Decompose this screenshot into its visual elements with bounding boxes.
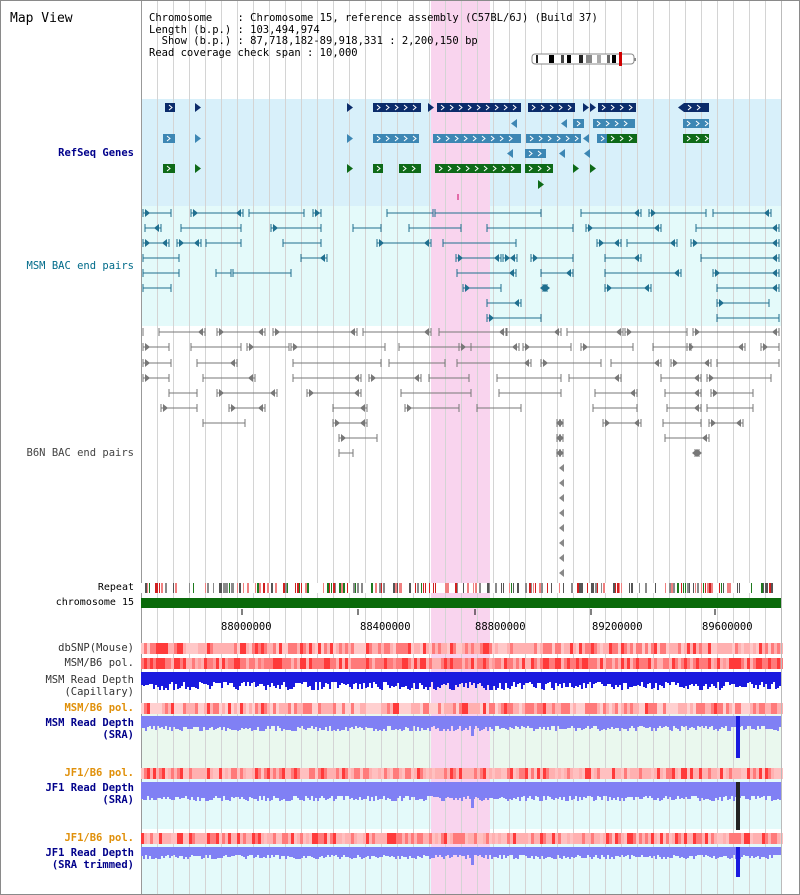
- msm-bac-row[interactable]: [142, 209, 772, 217]
- axis-tick-label: 88400000: [360, 621, 411, 633]
- track-label-jf1-depth-sra-1[interactable]: JF1 Read Depth: [45, 782, 134, 794]
- info-chromosome: Chromosome : Chromosome 15, reference as…: [149, 12, 598, 24]
- info-coverage-span: Read coverage check span : 10,000: [149, 46, 358, 59]
- track-label-jf1-depth-trim-1[interactable]: JF1 Read Depth: [45, 847, 134, 859]
- gene-row[interactable]: [538, 180, 544, 189]
- axis-tick-label: 88000000: [221, 621, 272, 633]
- chromosome-bar: [141, 598, 781, 608]
- track-label-msm-bac[interactable]: MSM BAC end pairs: [26, 260, 134, 272]
- track-label-jf1-depth-sra-2[interactable]: (SRA): [102, 794, 134, 806]
- chromosome-ideogram[interactable]: [531, 52, 636, 66]
- b6n-bac-row[interactable]: [160, 404, 754, 412]
- track-label-msm-depth-cap-2[interactable]: (Capillary): [64, 686, 134, 698]
- b6n-bac-stack[interactable]: [559, 464, 564, 577]
- axis-tick-label: 89200000: [592, 621, 643, 633]
- track-label-refseq[interactable]: RefSeq Genes: [58, 147, 134, 159]
- msm-bac-row[interactable]: [144, 224, 780, 232]
- track-label-dbsnp[interactable]: dbSNP(Mouse): [58, 642, 134, 654]
- gene-row[interactable]: [163, 164, 596, 173]
- track-label-jf1-b6-pol-2[interactable]: JF1/B6 pol.: [64, 832, 134, 844]
- b6n-bac-row[interactable]: [202, 419, 744, 427]
- track-label-msm-depth-cap-1[interactable]: MSM Read Depth: [45, 674, 134, 686]
- b6n-bac-row[interactable]: [142, 374, 772, 382]
- position-axis: 88000000 88400000 88800000 89200000 89600000: [221, 609, 753, 633]
- chromosome-info: Chromosome : Chromosome 15, reference as…: [149, 12, 598, 59]
- gene-row[interactable]: [507, 149, 590, 158]
- track-label-jf1-depth-trim-2[interactable]: (SRA trimmed): [51, 859, 134, 871]
- msm-pol-strip-2[interactable]: [141, 703, 783, 714]
- track-label-msm-depth-sra-2[interactable]: (SRA): [102, 729, 134, 741]
- msm-depth-capillary[interactable]: [141, 672, 781, 690]
- msm-bac-row[interactable]: [142, 254, 780, 262]
- jf1-pol-strip[interactable]: [141, 768, 783, 779]
- gene-row[interactable]: [163, 134, 607, 143]
- axis-tick-label: 89600000: [702, 621, 753, 633]
- repeat-track[interactable]: [141, 583, 781, 593]
- msm-bac-row[interactable]: [142, 284, 780, 292]
- b6n-bac-row[interactable]: [168, 389, 754, 397]
- track-label-repeat[interactable]: Repeat: [97, 582, 134, 593]
- track-label-b6n-bac[interactable]: B6N BAC end pairs: [26, 447, 134, 459]
- jf1-pol-strip-2[interactable]: [141, 833, 783, 844]
- msm-bac-row[interactable]: [486, 299, 770, 307]
- track-label-msm-depth-sra-1[interactable]: MSM Read Depth: [45, 717, 134, 729]
- track-label-jf1-b6-pol[interactable]: JF1/B6 pol.: [64, 767, 134, 779]
- jf1-depth-trim[interactable]: [141, 847, 781, 877]
- msm-pol-strip[interactable]: [141, 658, 783, 669]
- grid-lines: [141, 1, 782, 894]
- b6n-bac-row[interactable]: [338, 434, 710, 442]
- track-label-chromosome[interactable]: chromosome 15: [55, 597, 134, 608]
- selection-highlight: [431, 1, 490, 894]
- info-show-range: Show (b.p.) : 87,718,182-89,918,331 : 2,…: [149, 35, 478, 47]
- msm-bac-row[interactable]: [142, 239, 780, 247]
- msm-bac-row[interactable]: [486, 314, 780, 322]
- gene-row[interactable]: [511, 119, 709, 128]
- track-label-msm-b6-pol[interactable]: MSM/B6 pol.: [64, 657, 134, 669]
- info-length: Length (b.p.) : 103,494,974: [149, 23, 320, 36]
- msm-depth-sra[interactable]: [141, 716, 781, 758]
- b6n-bac-row[interactable]: [338, 449, 702, 457]
- gene-row[interactable]: [165, 103, 709, 112]
- b6n-bac-row[interactable]: [142, 328, 780, 336]
- axis-tick-label: 88800000: [475, 621, 526, 633]
- gene-marker: [457, 194, 459, 200]
- dbsnp-strip[interactable]: [141, 643, 783, 654]
- b6n-bac-row[interactable]: [142, 359, 780, 367]
- gene-row[interactable]: [607, 134, 709, 143]
- msm-bac-row[interactable]: [142, 269, 780, 277]
- map-view-title: Map View: [10, 11, 73, 26]
- track-label-msm-b6-pol-2[interactable]: MSM/B6 pol.: [64, 702, 134, 714]
- jf1-depth-sra[interactable]: [141, 782, 781, 830]
- b6n-bac-row[interactable]: [142, 343, 780, 351]
